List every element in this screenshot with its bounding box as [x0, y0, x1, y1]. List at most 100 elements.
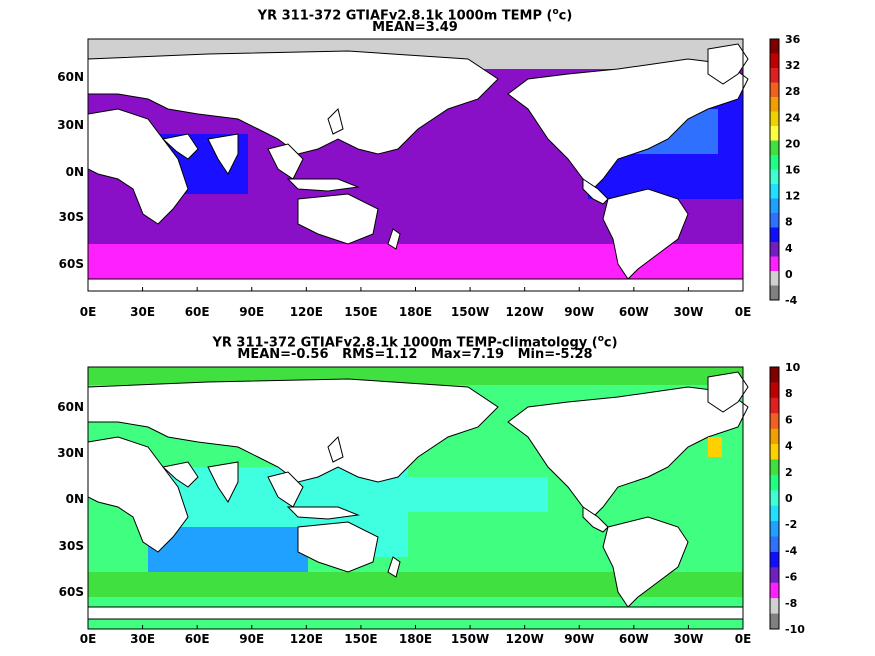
- lon-tick-label: 60W: [619, 305, 649, 319]
- lat-tick-label: 0N: [66, 492, 84, 506]
- lon-tick-label: 60W: [619, 632, 649, 646]
- colorbar-frame: [769, 366, 780, 630]
- lon-tick-label: 30W: [673, 305, 703, 319]
- lon-tick-label: 120E: [290, 632, 323, 646]
- colorbar-label: 12: [785, 190, 800, 203]
- lon-tick-label: 60E: [185, 632, 210, 646]
- colorbar-swatch: [770, 184, 779, 199]
- colorbar-label: 10: [785, 361, 801, 374]
- lat-tick-label: 60S: [59, 257, 84, 271]
- colorbar-swatch: [770, 242, 779, 257]
- colorbar-swatch: [770, 126, 779, 141]
- colorbar-swatch: [770, 111, 779, 127]
- colorbar-swatch: [770, 505, 779, 522]
- colorbar-label: 28: [785, 85, 800, 98]
- colorbar-swatch: [770, 551, 779, 568]
- colorbar-swatch: [770, 444, 779, 460]
- colorbar-label: 24: [785, 111, 801, 124]
- colorbar-label: -2: [785, 518, 797, 531]
- panel2-map: [87, 366, 749, 630]
- lat-tick-label: 60S: [59, 585, 84, 599]
- colorbar-swatch: [770, 582, 779, 599]
- panel1-title: YR 311-372 GTIAFv2.8.1k 1000m TEMP (oc): [257, 7, 573, 24]
- colorbar-swatch: [770, 155, 779, 170]
- colorbar-swatch: [770, 413, 779, 430]
- colorbar-swatch: [770, 97, 779, 112]
- colorbar-label: 0: [785, 492, 793, 505]
- colorbar-swatch: [770, 169, 779, 185]
- lon-tick-label: 90E: [239, 632, 264, 646]
- lon-tick-label: 30E: [130, 632, 155, 646]
- colorbar-swatch: [770, 68, 779, 83]
- lon-tick-label: 150W: [451, 305, 489, 319]
- lon-tick-label: 180E: [399, 305, 432, 319]
- panel1-map: [87, 38, 749, 292]
- equatorial-cyan-field: [408, 477, 548, 512]
- colorbar-label: 16: [785, 164, 801, 177]
- colorbar-swatch: [770, 271, 779, 286]
- lon-tick-label: 0E: [735, 632, 752, 646]
- colorbar-swatch: [770, 613, 779, 630]
- colorbar-label: 2: [785, 466, 793, 479]
- colorbar-swatch: [770, 53, 779, 69]
- lon-tick-label: 180E: [399, 632, 432, 646]
- lat-tick-label: 60N: [57, 70, 84, 84]
- colorbar-label: 36: [785, 33, 801, 46]
- colorbar-swatch: [770, 598, 779, 615]
- lon-tick-label: 0E: [735, 305, 752, 319]
- colorbar-swatch: [770, 567, 779, 584]
- colorbar-label: 0: [785, 268, 793, 281]
- panel1-subtitle: MEAN=3.49: [372, 20, 458, 35]
- colorbar-swatch: [770, 213, 779, 228]
- panel2-subtitle: MEAN=-0.56 RMS=1.12 Max=7.19 Min=-5.28: [237, 347, 593, 362]
- colorbar-swatch: [770, 521, 779, 538]
- lon-tick-label: 150E: [344, 632, 377, 646]
- lon-tick-label: 30W: [673, 632, 703, 646]
- lon-tick-label: 150E: [344, 305, 377, 319]
- colorbar-label: -4: [785, 294, 798, 307]
- colorbar-label: -10: [785, 623, 805, 636]
- colorbar-swatch: [770, 227, 779, 243]
- lon-tick-label: 120E: [290, 305, 323, 319]
- colorbar-label: -4: [785, 544, 798, 557]
- colorbar-label: 32: [785, 59, 800, 72]
- colorbar-swatch: [770, 397, 779, 414]
- lat-tick-label: 0N: [66, 165, 84, 179]
- arctic-anomaly-field: [88, 367, 743, 385]
- colorbar-label: 4: [785, 440, 793, 453]
- lon-tick-label: 120W: [506, 305, 544, 319]
- lat-tick-label: 30S: [59, 210, 84, 224]
- colorbar-swatch: [770, 459, 779, 476]
- lon-tick-label: 90W: [564, 632, 594, 646]
- colorbar-swatch: [770, 285, 779, 301]
- lon-tick-label: 0E: [80, 632, 97, 646]
- colorbar-swatch: [770, 474, 779, 491]
- colorbar-label: -8: [785, 597, 797, 610]
- lon-tick-label: 90E: [239, 305, 264, 319]
- lon-tick-label: 120W: [506, 632, 544, 646]
- lon-tick-label: 60E: [185, 305, 210, 319]
- lon-tick-label: 0E: [80, 305, 97, 319]
- lon-tick-label: 90W: [564, 305, 594, 319]
- colorbar-swatch: [770, 428, 779, 445]
- colorbar-label: 4: [785, 242, 793, 255]
- colorbar-swatch: [770, 536, 779, 553]
- colorbar-label: 8: [785, 216, 793, 229]
- lat-tick-label: 30N: [57, 446, 84, 460]
- colorbar-label: 20: [785, 137, 801, 150]
- lat-tick-label: 30S: [59, 539, 84, 553]
- colorbar-swatch: [770, 367, 779, 383]
- colorbar-swatch: [770, 490, 779, 507]
- colorbar-frame: [769, 38, 780, 301]
- lat-tick-label: 60N: [57, 400, 84, 414]
- colorbar-label: 6: [785, 413, 793, 426]
- colorbar-swatch: [770, 256, 779, 272]
- colorbar-swatch: [770, 140, 779, 156]
- colorbar-swatch: [770, 198, 779, 214]
- panel2-title: YR 311-372 GTIAFv2.8.1k 1000m TEMP-clima…: [212, 334, 618, 351]
- lat-tick-label: 30N: [57, 118, 84, 132]
- lon-tick-label: 150W: [451, 632, 489, 646]
- lon-tick-label: 30E: [130, 305, 155, 319]
- colorbar-label: 8: [785, 387, 793, 400]
- colorbar-swatch: [770, 39, 779, 54]
